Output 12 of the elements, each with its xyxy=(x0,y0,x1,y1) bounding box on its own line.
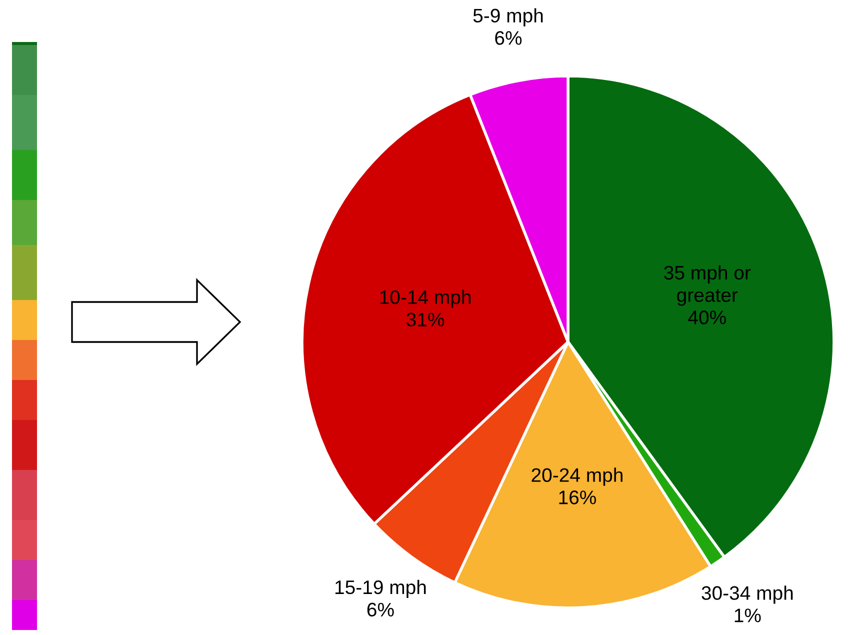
data-label: 40% xyxy=(688,310,726,324)
slice-label: 10-14 mph xyxy=(380,290,471,308)
slice-label: 35 mph or greater xyxy=(664,265,751,306)
slice-label: 5-9 mph xyxy=(473,8,543,26)
slice-label: 15-19 mph xyxy=(335,580,426,598)
data-label: 16% xyxy=(559,490,596,504)
data-label: 6% xyxy=(367,602,394,617)
slice-label: 30-34 mph xyxy=(702,586,793,604)
data-label: 6% xyxy=(495,31,522,45)
data-label: 31% xyxy=(406,312,444,326)
slice-label: 20-24 mph xyxy=(532,468,622,486)
data-label: 1% xyxy=(734,608,761,622)
